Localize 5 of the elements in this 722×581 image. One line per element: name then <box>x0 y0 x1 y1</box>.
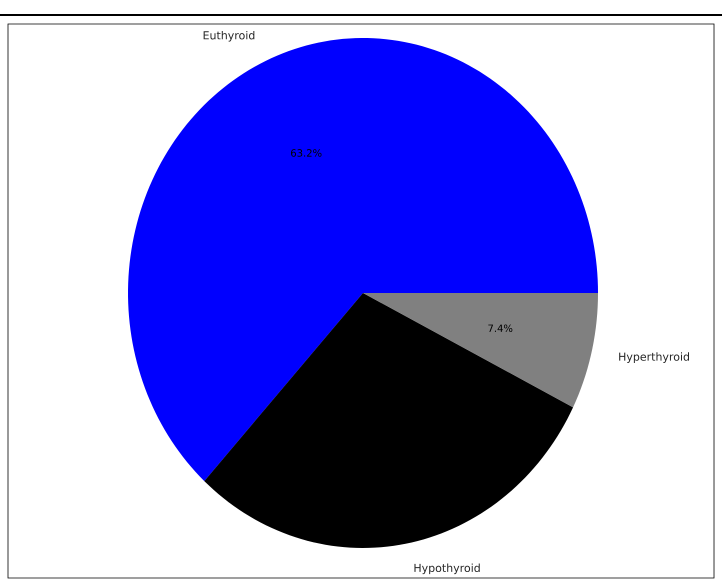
data-label: 63.2% <box>291 149 322 157</box>
data-label: 7.4% <box>488 324 512 332</box>
slice-label: Hyperthyroid <box>619 352 689 363</box>
slice-label: Hypothyroid <box>414 564 480 574</box>
slice-label: Euthyroid <box>204 30 254 42</box>
